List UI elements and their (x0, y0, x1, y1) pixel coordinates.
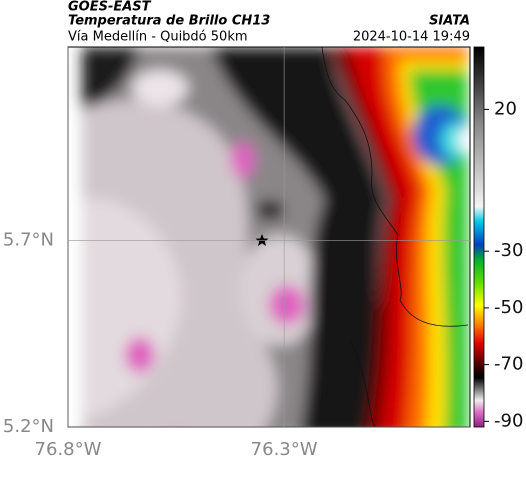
colorbar-tick-label: -70 (494, 354, 523, 375)
x-tick-label: 76.8°W (35, 439, 102, 460)
credit: SIATA (429, 14, 470, 29)
colorbar-tick-label: -30 (494, 240, 523, 261)
timestamp: 2024-10-14 19:49 (353, 30, 470, 45)
colorbar-tick-label: -90 (494, 410, 523, 431)
satellite-image (68, 47, 470, 427)
subtitle: Vía Medellín - Quibdó 50km (68, 30, 248, 45)
colorbar-tick-label: -50 (494, 297, 523, 318)
title: Temperatura de Brillo CH13 (68, 14, 270, 29)
colorbar-tick-label: 20 (494, 98, 517, 119)
colorbar (473, 46, 485, 428)
y-tick-label: 5.7°N (3, 230, 54, 251)
x-tick-label: 76.3°W (251, 439, 318, 460)
source: GOES-EAST (68, 0, 152, 15)
y-tick-label: 5.2°N (3, 416, 54, 437)
city-marker (255, 234, 269, 246)
